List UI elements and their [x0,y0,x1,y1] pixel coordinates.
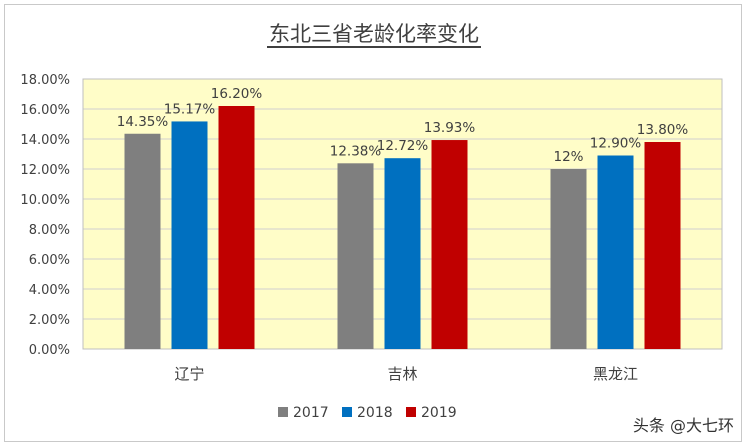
x-tick-label: 黑龙江 [593,365,638,383]
legend-label: 2017 [293,405,329,421]
data-label: 12.38% [330,143,382,159]
y-tick-label: 16.00% [20,103,70,118]
x-tick-label: 辽宁 [174,365,204,383]
y-tick-label: 14.00% [20,133,70,148]
y-tick-label: 8.00% [29,223,70,238]
data-label: 13.80% [637,122,689,138]
data-label: 12% [553,149,583,165]
y-tick-label: 12.00% [20,163,70,178]
y-tick-label: 18.00% [20,73,70,88]
legend-swatch [406,407,416,417]
legend-swatch [278,407,288,417]
bar-2018 [384,158,421,349]
data-label: 16.20% [211,86,263,102]
bar-2018 [171,121,208,349]
y-tick-label: 6.00% [29,253,70,268]
data-label: 15.17% [164,101,216,117]
watermark: 头条 @大七环 [632,416,734,435]
bar-2019 [431,140,468,349]
y-tick-label: 0.00% [29,343,70,358]
x-tick-label: 吉林 [387,365,417,383]
data-label: 13.93% [424,120,476,136]
legend-swatch [342,407,352,417]
bar-2017 [337,163,374,349]
bar-2017 [124,133,161,349]
chart-title: 东北三省老龄化率变化 [0,18,748,48]
legend-label: 2019 [421,405,457,421]
data-label: 12.72% [377,138,429,154]
y-tick-label: 2.00% [29,313,70,328]
chart-title-text: 东北三省老龄化率变化 [267,22,481,48]
bar-2019 [644,142,681,349]
data-label: 12.90% [590,136,642,152]
bar-2017 [550,169,587,349]
bar-2018 [597,155,634,349]
data-label: 14.35% [117,114,169,130]
y-tick-label: 10.00% [20,193,70,208]
legend-label: 2018 [357,405,393,421]
bar-2019 [218,106,255,349]
y-tick-label: 4.00% [29,283,70,298]
